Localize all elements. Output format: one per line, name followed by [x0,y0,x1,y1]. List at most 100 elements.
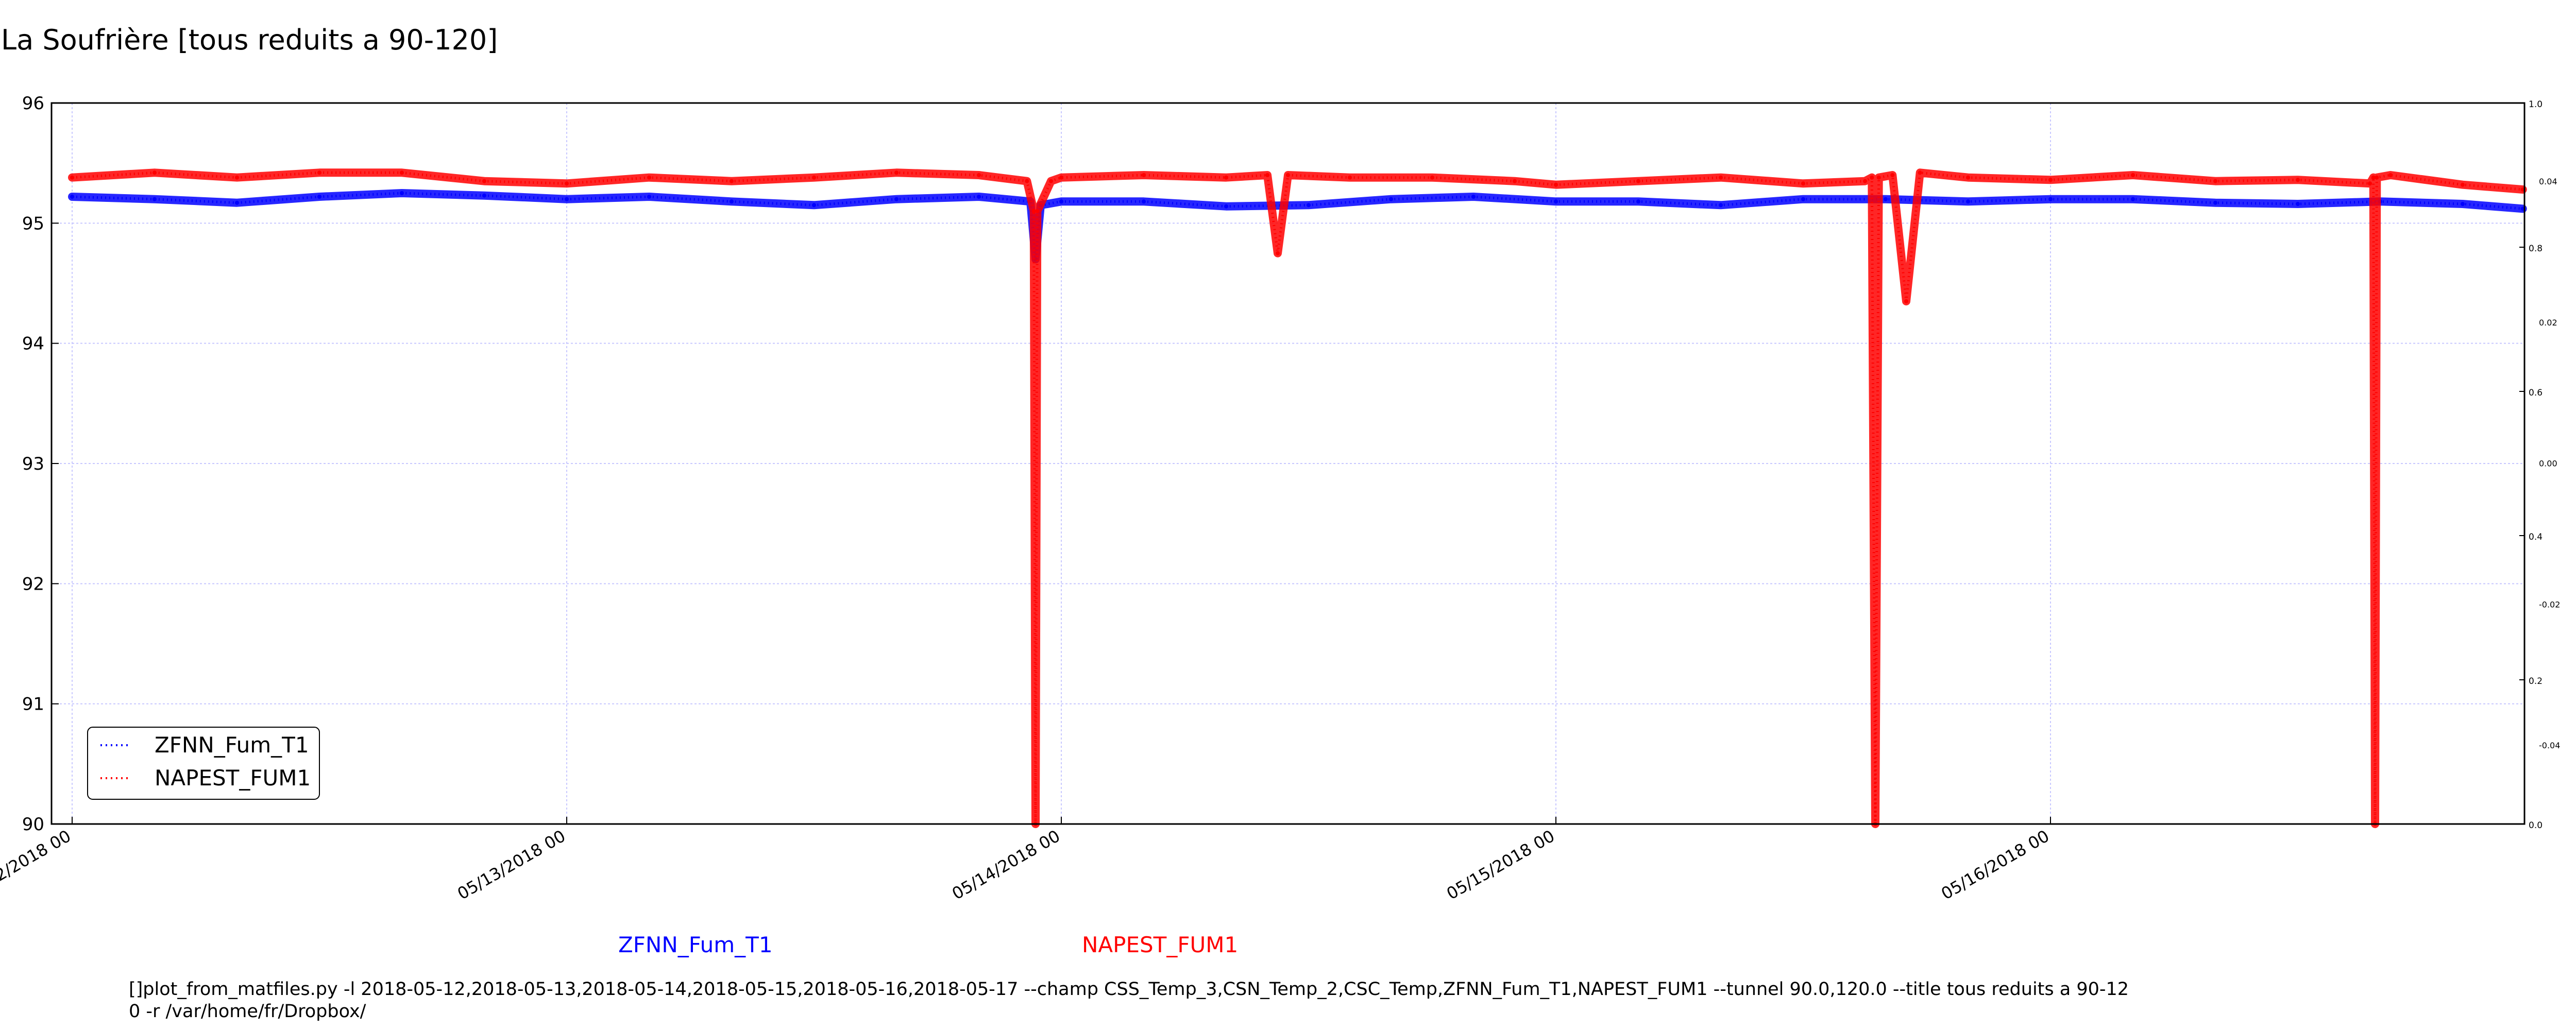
data-point [1719,203,1723,208]
series-band-2 [68,168,2527,828]
data-point [235,175,239,180]
data-point [977,173,981,177]
command-line-text: []plot_from_matfiles.py -l 2018-05-12,20… [129,979,2129,1022]
data-point [1966,175,1970,180]
y2-tick-label: 0.4 [2529,532,2543,542]
series-line-1 [72,192,2523,260]
data-point [482,193,486,198]
series-layer [68,168,2527,828]
data-point [2368,181,2372,186]
y2-inner-tick-label: 0.04 [2539,177,2557,186]
data-point [2213,200,2217,205]
data-point [1890,173,1895,177]
data-point [1719,175,1723,180]
data-point [894,197,899,201]
data-point [317,195,321,199]
data-point [70,195,74,199]
data-point [1059,199,1063,204]
data-point [1636,199,1640,204]
legend-label-1: ZFNN_Fum_T1 [155,732,309,758]
data-point [565,197,569,201]
x-tick-label: 05/13/2018 00 [454,826,569,904]
data-point [647,175,651,180]
data-point [2048,197,2053,201]
data-point [2048,178,2053,182]
grid [52,103,2524,824]
data-point [1142,199,1146,204]
y2-inner-tick-label: 0.00 [2539,459,2557,469]
data-point [1966,199,1970,204]
data-point [1059,175,1063,180]
data-point [1035,209,1040,213]
y2-tick-label: 0.8 [2529,244,2543,254]
data-point [894,170,899,175]
data-point [1918,170,1922,175]
y2-inner-tick-label: -0.04 [2539,741,2560,750]
data-point [1513,179,1517,183]
legend-item-1: ZFNN_Fum_T1 [100,732,309,758]
y2-inner-tick-label: 0.02 [2539,318,2557,328]
y2-tick-label: 0.0 [2529,820,2543,831]
data-point [977,195,981,199]
data-point [1904,299,1908,303]
data-point [1025,179,1029,183]
x-tick-label: 05/14/2018 00 [948,826,1063,904]
data-point [1801,197,1805,201]
x-tick-label: 05/15/2018 00 [1443,826,1558,904]
data-point [400,170,404,175]
data-point [1286,173,1290,177]
data-point [1276,251,1280,255]
data-point [1870,175,1874,180]
data-point [1636,179,1640,183]
data-point [1265,173,1269,177]
bottom-series-label-1: ZFNN_Fum_T1 [618,932,773,957]
y2-tick-label: 1.0 [2529,99,2543,110]
data-point [1389,197,1393,201]
x-tick-label: 05/12/2018 00 [0,826,74,904]
data-point [2131,197,2135,201]
data-point [1348,175,1352,180]
data-point [2461,182,2465,187]
data-point [1049,179,1053,183]
y-tick-label: 92 [22,574,44,594]
data-point [1430,175,1434,180]
y-tick-label: 93 [22,454,44,474]
data-point [2461,202,2465,206]
y2-inner-tick-label: -0.02 [2539,599,2560,609]
data-point [647,195,651,199]
y-tick-label: 90 [22,814,44,835]
y2-tick-label: 0.6 [2529,388,2543,398]
data-point [1471,195,1476,199]
data-point [1224,204,1228,209]
data-point [1884,197,1888,201]
data-point [1876,175,1881,180]
data-point [812,203,816,208]
data-point [812,175,816,180]
data-point [317,170,321,175]
data-point [1554,182,1558,187]
data-point [1801,181,1805,186]
y-tick-label: 94 [22,334,44,354]
data-point [730,199,734,204]
line-chart: 90 91 92 93 94 95 96 05/12/2018 00 05/13/2018 00… [0,93,2560,904]
legend-label-2: NAPEST_FUM1 [155,765,311,791]
data-point [1307,203,1311,208]
data-point [2213,179,2217,183]
legend: ZFNN_Fum_T1 NAPEST_FUM1 [87,727,320,800]
y2-tick-label: 0.2 [2529,676,2543,686]
data-point [70,175,74,180]
data-point [1142,173,1146,177]
data-point [400,191,404,195]
data-point [235,200,239,205]
chart-title: La Soufrière [tous reduits a 90-120] [1,24,498,56]
data-point [2296,178,2300,182]
series-band-1 [68,189,2527,264]
data-point [2131,173,2135,177]
data-point [2388,173,2393,177]
legend-box [87,727,320,800]
legend-item-2: NAPEST_FUM1 [100,765,311,791]
bottom-series-label-2: NAPEST_FUM1 [1082,932,1239,957]
data-point [482,179,486,183]
series-line-2 [72,171,2523,825]
y-tick-label: 96 [22,93,44,114]
